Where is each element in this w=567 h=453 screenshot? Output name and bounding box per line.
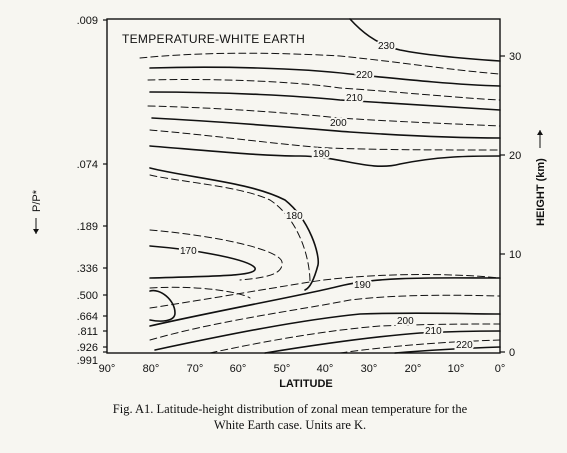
contour-175-dashed — [149, 229, 283, 281]
figure-caption: Fig. A1. Latitude-height distribution of… — [70, 401, 510, 433]
contour-195-dashed — [149, 129, 501, 151]
contour-labels: 230 220 210 200 190 180 170 190 200 210 … — [178, 39, 475, 353]
right-axis-label: HEIGHT (km) — [535, 130, 547, 226]
contour-200 — [151, 117, 501, 139]
left-tick-label: .500 — [77, 290, 98, 302]
chart-title: TEMPERATURE-WHITE EARTH — [122, 32, 305, 46]
contour-225-dashed — [139, 52, 501, 75]
right-tick-label: 0 — [509, 347, 515, 359]
x-tick-label: 60° — [230, 363, 247, 375]
contour-215-lower-dashed — [339, 339, 501, 354]
right-tick-label: 30 — [509, 51, 521, 63]
left-tick-label: .991 — [77, 355, 98, 367]
x-axis: 90° 80° 70° 60° 50° 40° 30° 20° 10° 0° L… — [99, 363, 506, 390]
left-axis-title: P/P* — [31, 189, 43, 212]
left-axis-label: P/P* — [31, 189, 43, 234]
contour-label: 190 — [354, 280, 371, 291]
right-axis-title: HEIGHT (km) — [535, 158, 547, 226]
contour-215-dashed — [147, 78, 501, 101]
x-tick-label: 20° — [405, 363, 422, 375]
contour-190-upper — [149, 145, 501, 168]
contour-210-lower — [264, 330, 501, 354]
left-axis: .009 .074 .189 .336 .500 .664 .811 .926 … — [31, 15, 107, 367]
x-tick-label: 90° — [99, 363, 116, 375]
contour-label: 180 — [286, 211, 303, 222]
contour-185-lower-dashed — [149, 274, 501, 309]
contour-230 — [349, 18, 501, 62]
x-tick-label: 10° — [448, 363, 465, 375]
contour-220-lower — [394, 346, 501, 354]
contour-label: 210 — [346, 93, 363, 104]
contour-lines — [139, 18, 501, 354]
contour-170 — [149, 245, 256, 279]
contour-185-dashed — [149, 174, 311, 283]
contour-195-lower-dashed — [149, 294, 501, 341]
contour-175-lower-dashed — [149, 286, 251, 299]
caption-line-1: Fig. A1. Latitude-height distribution of… — [112, 402, 468, 416]
plot-frame — [106, 18, 501, 354]
contour-label: 210 — [425, 326, 442, 337]
contour-label: 170 — [180, 246, 197, 257]
left-tick-label: .664 — [77, 311, 98, 323]
x-tick-label: 40° — [317, 363, 334, 375]
contour-210 — [149, 91, 501, 111]
x-tick-label: 0° — [495, 363, 506, 375]
contour-label: 220 — [456, 340, 473, 351]
contour-200-lower — [154, 312, 501, 351]
left-tick-label: .336 — [77, 263, 98, 275]
left-tick-label: .811 — [77, 326, 98, 338]
left-tick-label: .074 — [77, 159, 98, 171]
right-tick-label: 10 — [509, 249, 521, 261]
contour-label: 220 — [356, 70, 373, 81]
contour-180 — [149, 167, 320, 291]
right-tick-label: 20 — [509, 150, 521, 162]
contour-205-lower-dashed — [209, 323, 501, 354]
contour-190-lower — [149, 277, 501, 327]
x-tick-label: 70° — [187, 363, 204, 375]
x-axis-title: LATITUDE — [279, 378, 333, 390]
x-tick-label: 30° — [361, 363, 378, 375]
contour-205-dashed — [147, 105, 501, 127]
contour-180-lower — [149, 289, 176, 322]
contour-label: 200 — [397, 316, 414, 327]
contour-label: 230 — [378, 41, 395, 52]
left-tick-label: .189 — [77, 221, 98, 233]
contour-label: 200 — [330, 118, 347, 129]
x-tick-label: 80° — [143, 363, 160, 375]
x-tick-label: 50° — [274, 363, 291, 375]
contour-label: 190 — [313, 149, 330, 160]
right-axis: 30 20 10 0 HEIGHT (km) — [500, 51, 547, 359]
left-tick-label: .009 — [77, 15, 98, 27]
left-tick-label: .926 — [77, 342, 98, 354]
caption-line-2: White Earth case. Units are K. — [213, 418, 367, 432]
contour-220 — [149, 66, 501, 87]
